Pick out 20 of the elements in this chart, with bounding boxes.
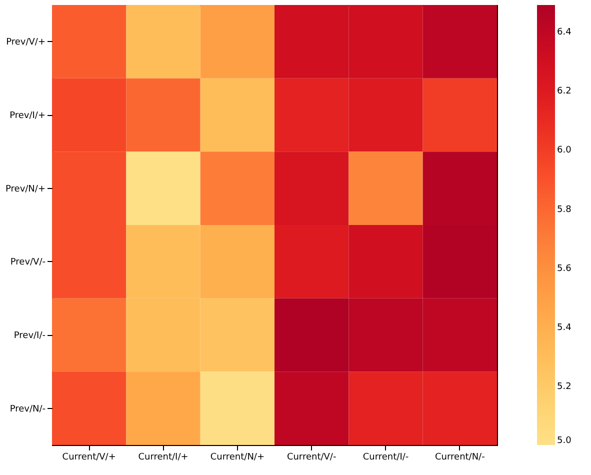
x-tick-label: Current/V/- [286,452,336,462]
color-bar-label: 6.2 [557,86,572,97]
color-bar-label: 5.4 [557,322,572,333]
color-bar-label: 6.0 [557,146,572,156]
x-tick-label: Current/V/+ [62,452,116,462]
y-tick-label: Prev/I/+ [10,111,46,121]
color-bar-label: 5.0 [557,436,572,446]
color-bar-label: 5.2 [557,382,572,392]
y-tick-label: Prev/V/- [10,258,46,268]
color-bar-label: 5.6 [557,264,572,274]
x-tick-label: Current/I/- [362,452,409,462]
x-tick-label: Current/N/+ [210,452,264,462]
y-tick-label: Prev/N/- [10,404,46,414]
y-tick-label: Prev/V/+ [6,38,46,48]
y-tick-label: Prev/N/+ [6,184,46,194]
x-tick-label: Current/N/- [434,452,485,462]
x-tick-label: Current/I/+ [138,452,188,462]
color-bar-label: 6.4 [557,28,572,38]
color-bar-label: 5.8 [557,204,572,215]
y-tick-label: Prev/I/- [14,331,46,341]
